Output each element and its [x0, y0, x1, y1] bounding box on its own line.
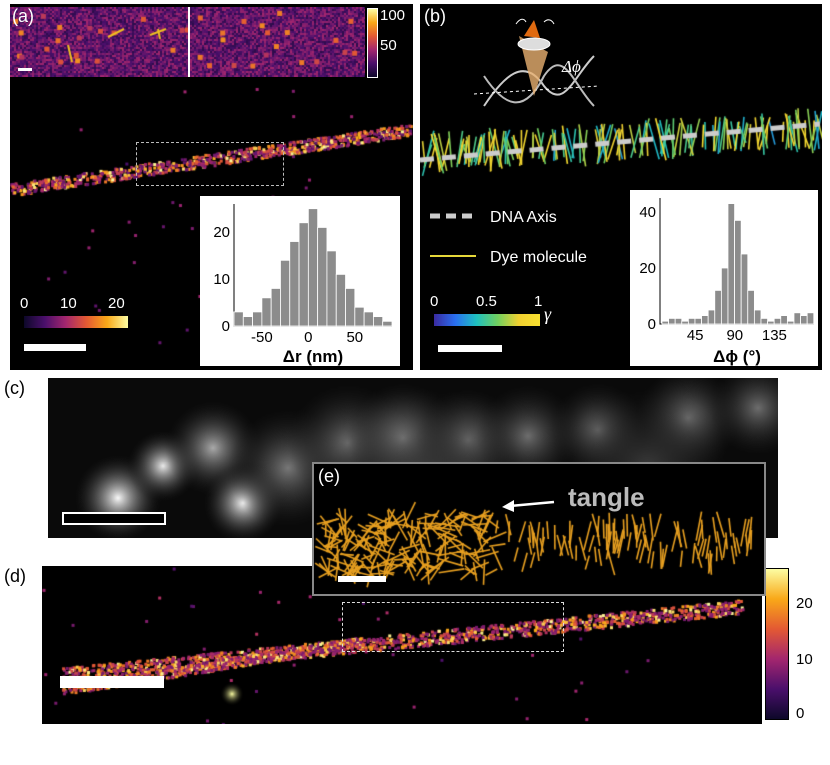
panel-d-roi-box: [342, 602, 564, 652]
hist-bar: [806, 312, 815, 325]
panel-b: Δϕ DNA Axis Dye molecule 0 0.5 1 γ 45 90 1…: [420, 4, 822, 370]
hist-bar: [720, 267, 729, 325]
hist-bar: [307, 208, 319, 327]
gamma-tick-05: 0.5: [476, 293, 497, 310]
legend-dna-axis: DNA Axis: [490, 209, 557, 226]
hist-xlabel: Δr (nm): [283, 347, 343, 366]
tangle-arrow: [502, 500, 555, 512]
hist-xtick: 0: [304, 329, 312, 346]
panel-a: 100 50 0 10 20 -50 0 50 0 10 20 Δr (nm) (a): [10, 4, 413, 370]
hist-bar: [354, 306, 365, 327]
hist-b: 45 90 135 0 20 40 Δϕ (°): [639, 198, 815, 366]
gamma-symbol: γ: [544, 304, 552, 324]
hist-xtick: 45: [687, 327, 704, 344]
hist-bar: [345, 288, 356, 327]
panel-c-label: (c): [4, 378, 25, 398]
strip-divider: [188, 7, 190, 77]
hist-bar: [747, 290, 755, 325]
hist-bar: [767, 320, 775, 325]
hist-bar: [793, 312, 801, 325]
colorbar-tick-10: 10: [60, 295, 77, 312]
hist-bar: [701, 315, 709, 325]
hist-bar: [786, 320, 795, 325]
panel-d-colorbar: [765, 568, 789, 720]
hist-ytick: 10: [213, 271, 230, 288]
hist-bar: [734, 219, 742, 325]
panel-d-scalebar: [60, 676, 164, 688]
hist-bar: [800, 315, 808, 325]
hist-xtick: -50: [251, 329, 273, 346]
panel-d-cbar-tick-0: 0: [796, 705, 804, 722]
hist-bar: [280, 259, 291, 327]
hist-bar: [674, 317, 683, 325]
panel-e-sticks: [314, 464, 764, 594]
panel-e-scalebar: [338, 576, 386, 582]
gamma-tick-0: 0: [430, 293, 438, 310]
hist-bar: [740, 253, 749, 325]
hist-bar: [714, 290, 722, 325]
panel-c-scalebar: [62, 512, 166, 525]
top-colorbar-tick-100: 100: [380, 7, 405, 24]
hist-bar: [261, 297, 272, 327]
dna-cone-illustration: Δϕ: [473, 18, 600, 107]
hist-bar: [326, 250, 337, 327]
top-colorbar-tick-50: 50: [380, 37, 397, 54]
colorbar-tick-20: 20: [108, 295, 125, 312]
hist-xtick: 90: [726, 327, 743, 344]
hist-bar: [242, 316, 253, 327]
hist-xtick: 50: [346, 329, 363, 346]
hist-ytick: 0: [648, 316, 656, 333]
hist-ytick: 0: [222, 318, 230, 335]
hist-bar: [668, 317, 676, 325]
gamma-colorbar: [434, 314, 540, 326]
colorbar-tick-0: 0: [20, 295, 28, 312]
panel-b-scalebar: [438, 345, 502, 352]
hist-bar: [694, 317, 702, 325]
gamma-tick-1: 1: [534, 293, 542, 310]
hist-bar: [661, 320, 669, 325]
panel-a-label: (a): [12, 6, 34, 26]
hist-bar: [753, 309, 762, 325]
hist-bar: [773, 317, 782, 325]
hist-bar: [363, 311, 374, 327]
hist-bar: [289, 241, 300, 327]
hist-xtick: 135: [762, 327, 787, 344]
panel-d-cbar-tick-20: 20: [796, 595, 813, 612]
hist-a: -50 0 50 0 10 20 Δr (nm): [213, 204, 393, 366]
hist-bar: [687, 317, 696, 325]
bottom-colorbar: [24, 316, 128, 328]
hist-ytick: 20: [639, 260, 656, 277]
panel-b-label: (b): [424, 6, 446, 26]
hist-bar: [382, 320, 393, 327]
hist-bar: [317, 227, 328, 327]
hist-bar: [270, 288, 281, 327]
roi-dashed-box: [136, 142, 284, 186]
hist-bar: [727, 203, 735, 325]
panel-a-scalebar: [24, 344, 86, 351]
cone-angle-label: Δϕ: [561, 57, 581, 76]
panel-d-label: (d): [4, 566, 26, 586]
panel-d-cbar-tick-10: 10: [796, 651, 813, 668]
hist-bar: [681, 320, 689, 325]
hist-ytick: 20: [213, 224, 230, 241]
raw-frame-strip: [10, 7, 365, 77]
legend-dye-molecule: Dye molecule: [490, 249, 587, 266]
hist-bar: [373, 316, 384, 327]
tangle-annotation: tangle: [568, 482, 645, 512]
strip-scalebar: [18, 68, 32, 71]
hist-ytick: 40: [639, 204, 656, 221]
hist-bar: [298, 222, 309, 327]
panel-e-label: (e): [318, 466, 340, 486]
panel-e: (e) tangle: [312, 462, 766, 596]
hist-bar: [707, 309, 716, 325]
hist-bar: [335, 273, 346, 327]
hist-bar: [780, 315, 788, 325]
hist-bar: [233, 311, 244, 327]
hist-bar: [760, 317, 768, 325]
top-colorbar: [367, 8, 378, 78]
hist-xlabel: Δϕ (°): [713, 347, 761, 366]
hist-bar: [252, 311, 263, 327]
